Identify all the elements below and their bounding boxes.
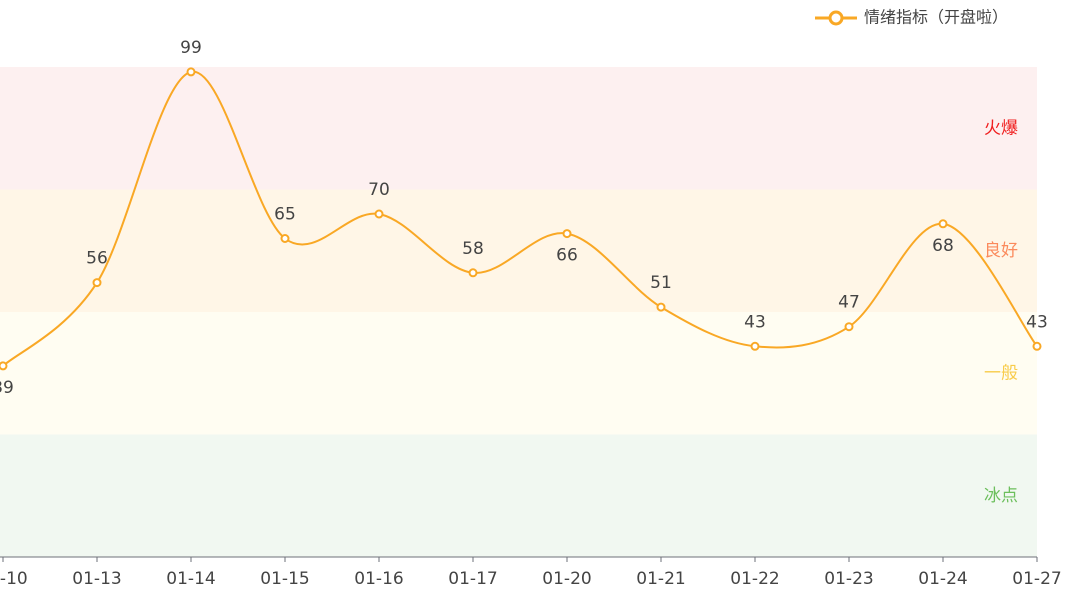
point	[562, 229, 572, 239]
data-label: 56	[86, 249, 108, 269]
point	[374, 209, 384, 219]
band	[0, 67, 1037, 190]
x-tick-label: 01-23	[824, 569, 873, 589]
point	[844, 322, 854, 332]
band-label: 一般	[984, 363, 1018, 383]
band	[0, 434, 1037, 557]
x-tick-label: 01-17	[448, 569, 497, 589]
point	[0, 361, 8, 371]
data-label: 68	[932, 236, 954, 256]
data-label: 65	[274, 205, 296, 225]
x-tick-label: 01-21	[636, 569, 685, 589]
data-label: 39	[0, 378, 14, 398]
data-label: 51	[650, 273, 672, 293]
point	[186, 67, 196, 77]
x-tick-label: 01-15	[260, 569, 309, 589]
point	[656, 302, 666, 312]
data-label: 43	[1026, 312, 1048, 332]
data-label: 58	[462, 239, 484, 259]
band-label: 良好	[984, 241, 1018, 261]
band	[0, 312, 1037, 435]
band-label: 冰点	[984, 486, 1018, 506]
x-tick-label: 01-13	[72, 569, 121, 589]
point	[468, 268, 478, 278]
x-tick-label: 01-24	[918, 569, 967, 589]
point	[280, 234, 290, 243]
x-tick-label: 01-27	[1012, 569, 1061, 589]
point	[1032, 341, 1042, 351]
data-label: 66	[556, 246, 578, 266]
x-tick-label: 01-10	[0, 569, 28, 589]
data-label: 70	[368, 180, 390, 200]
band	[0, 189, 1037, 312]
legend-marker	[828, 10, 844, 26]
x-tick-label: 01-20	[542, 569, 591, 589]
band-label: 火爆	[984, 118, 1018, 138]
legend-label: 情绪指标（开盘啦）	[864, 8, 1008, 27]
data-label: 47	[838, 293, 860, 313]
x-tick-label: 01-16	[354, 569, 403, 589]
x-tick-label: 01-14	[166, 569, 215, 589]
point	[938, 219, 948, 229]
point	[92, 278, 102, 288]
x-tick-label: 01-22	[730, 569, 779, 589]
data-label: 43	[744, 312, 766, 332]
point	[750, 341, 760, 351]
series-line	[2, 70, 1038, 367]
data-label: 99	[180, 38, 202, 58]
